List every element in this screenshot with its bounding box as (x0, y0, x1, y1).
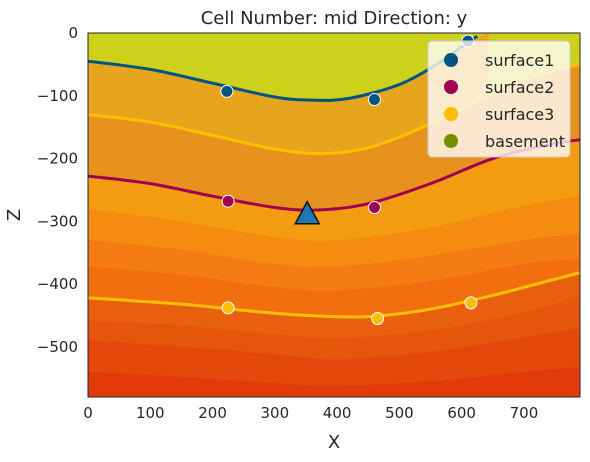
legend-label-surface1: surface1 (485, 51, 554, 70)
legend-label-surface3: surface3 (485, 105, 554, 124)
legend-label-basement: basement (485, 132, 565, 151)
y-tick-label: −200 (37, 150, 78, 168)
y-tick-label: −300 (37, 212, 78, 230)
chart-title: Cell Number: mid Direction: y (201, 8, 468, 29)
x-tick-label: 200 (198, 404, 227, 422)
x-tick-label: 500 (385, 404, 414, 422)
y-axis-ticks: 0 −100 −200 −300 −400 −500 (37, 24, 78, 356)
surface-point-surface3 (221, 301, 235, 315)
surface-point-surface3 (464, 296, 478, 310)
x-tick-label: 100 (136, 404, 165, 422)
orientation-marker (293, 200, 321, 225)
x-tick-label: 600 (447, 404, 476, 422)
axes-frame (87, 32, 581, 398)
surface-point-surface3 (371, 312, 385, 326)
legend-marker-surface3 (444, 107, 458, 121)
x-axis-label: X (328, 432, 340, 453)
x-tick-label: 0 (83, 404, 93, 422)
lithology-bands (88, 33, 580, 397)
y-tick-label: −400 (37, 275, 78, 293)
y-tick-label: −100 (37, 87, 78, 105)
legend-box (427, 40, 571, 158)
orientation-markers (293, 200, 321, 225)
legend-label-surface2: surface2 (485, 78, 554, 97)
x-tick-label: 700 (510, 404, 539, 422)
y-axis-label: Z (4, 209, 25, 221)
surface-point-surface1 (367, 93, 381, 107)
x-tick-label: 400 (323, 404, 352, 422)
surface-point-surface2 (367, 200, 381, 214)
legend-marker-surface2 (444, 80, 458, 94)
y-tick-label: −500 (37, 338, 78, 356)
contact-line-surface3 (88, 271, 580, 319)
legend-marker-surface1 (444, 53, 458, 67)
surface-points (220, 34, 478, 326)
surface-point-surface2 (221, 194, 235, 208)
lithology-band-10 (88, 366, 580, 397)
surface-point-surface1 (220, 84, 234, 98)
legend: surface1 surface2 surface3 basement (427, 40, 571, 158)
y-tick-label: 0 (68, 24, 78, 42)
legend-marker-basement (444, 134, 458, 148)
x-axis-ticks: 0 100 200 300 400 500 600 700 (83, 404, 538, 422)
x-tick-label: 300 (261, 404, 290, 422)
